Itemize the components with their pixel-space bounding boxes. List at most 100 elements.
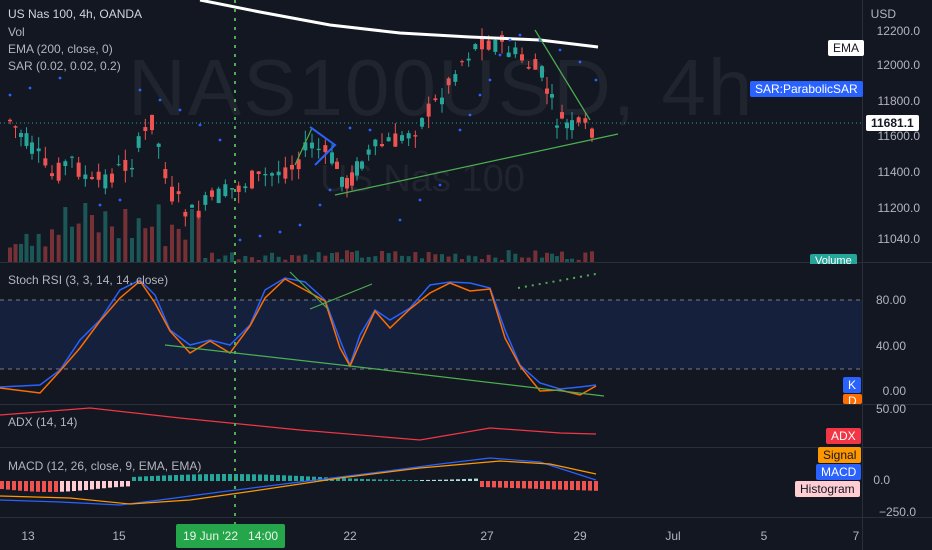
candle-body bbox=[570, 120, 574, 131]
last-price-tag[interactable]: 11681.1 bbox=[866, 115, 919, 131]
candle-body bbox=[103, 174, 108, 189]
macd-histogram-bar bbox=[126, 481, 130, 487]
macd-histogram-bar bbox=[312, 476, 316, 481]
candle-body bbox=[466, 58, 471, 61]
macd-histogram-bar bbox=[522, 481, 526, 489]
symbol-legend[interactable]: US Nas 100, 4h, OANDA bbox=[8, 7, 143, 21]
volume-bar bbox=[440, 254, 444, 262]
stoch-k-tag[interactable]: K bbox=[843, 377, 862, 393]
macd-histogram-bar bbox=[360, 478, 364, 481]
volume-bar bbox=[466, 255, 471, 262]
sar-dot bbox=[468, 113, 472, 117]
signal-tag[interactable]: Signal bbox=[818, 447, 862, 463]
macd-tag[interactable]: MACD bbox=[816, 464, 862, 480]
candle-body bbox=[480, 37, 484, 50]
candle-body bbox=[256, 171, 261, 175]
candle-body bbox=[216, 188, 221, 204]
candle-body bbox=[316, 148, 321, 151]
macd-histogram-bar bbox=[192, 474, 196, 481]
volume-bar bbox=[130, 237, 134, 262]
date-tick: 15 bbox=[112, 529, 126, 543]
volume-bar bbox=[533, 250, 538, 262]
ema-legend[interactable]: EMA (200, close, 0) bbox=[8, 42, 113, 56]
macd-histogram-bar bbox=[138, 476, 142, 481]
candle-body bbox=[323, 145, 328, 153]
vol-legend[interactable]: Vol bbox=[8, 25, 25, 39]
macd-histogram-bar bbox=[456, 479, 460, 481]
macd-histogram-bar bbox=[582, 481, 586, 491]
volume-bar bbox=[236, 259, 241, 262]
macd-histogram-bar bbox=[120, 481, 124, 487]
stoch-rsi-legend[interactable]: Stoch RSI (3, 3, 14, 14, close) bbox=[8, 273, 169, 287]
adx-line bbox=[0, 407, 597, 441]
macd-histogram-bar bbox=[300, 476, 304, 481]
macd-histogram-bar bbox=[594, 481, 598, 491]
sar-dot bbox=[218, 138, 222, 142]
candle-body bbox=[590, 128, 594, 138]
candle-body bbox=[190, 204, 194, 208]
ema-tag[interactable]: EMA bbox=[828, 40, 865, 56]
macd-histogram-bar bbox=[84, 481, 88, 491]
adx-tag[interactable]: ADX bbox=[826, 428, 861, 444]
volume-bar bbox=[453, 253, 458, 262]
macd-histogram-bar bbox=[414, 479, 418, 481]
sar-tag[interactable]: SAR:ParabolicSAR bbox=[750, 81, 863, 97]
date-tick: 13 bbox=[21, 529, 35, 543]
volume-tag[interactable]: Volume bbox=[810, 254, 857, 264]
stoch-k-line bbox=[0, 277, 597, 390]
stoch-d-tag[interactable]: D bbox=[843, 394, 862, 404]
macd-tick: 0.0 bbox=[873, 473, 890, 487]
sar-dot bbox=[28, 86, 32, 90]
macd-histogram-bar bbox=[306, 476, 310, 481]
volume-bar bbox=[400, 255, 404, 262]
price-tick: 12000.0 bbox=[876, 58, 920, 72]
sar-dot bbox=[328, 188, 332, 192]
sar-dot bbox=[594, 78, 598, 82]
sar-legend[interactable]: SAR (0.02, 0.02, 0.2) bbox=[8, 59, 121, 73]
macd-histogram-bar bbox=[228, 474, 232, 481]
candle-body bbox=[335, 161, 339, 169]
volume-bar bbox=[190, 209, 194, 262]
sar-dot bbox=[58, 76, 62, 80]
volume-bar bbox=[96, 232, 101, 262]
date-tick: 27 bbox=[480, 529, 494, 543]
candle-body bbox=[203, 195, 208, 205]
macd-histogram-bar bbox=[252, 474, 256, 481]
volume-bar bbox=[116, 238, 121, 262]
candle-body bbox=[163, 169, 168, 179]
macd-histogram-bar bbox=[240, 474, 244, 481]
sar-dot bbox=[158, 98, 162, 102]
stoch-d-line bbox=[0, 278, 597, 396]
crosshair-date-chip: 19 Jun '22 14:00 bbox=[176, 524, 286, 548]
candle-body bbox=[413, 135, 418, 137]
macd-histogram-bar bbox=[570, 481, 574, 490]
macd-histogram-bar bbox=[198, 474, 202, 481]
macd-histogram-bar bbox=[576, 481, 580, 491]
macd-histogram-bar bbox=[504, 481, 508, 488]
candle-body bbox=[13, 126, 18, 128]
macd-legend[interactable]: MACD (12, 26, close, 9, EMA, EMA) bbox=[8, 459, 202, 473]
macd-histogram-bar bbox=[180, 474, 184, 481]
candle-body bbox=[366, 149, 371, 155]
candle-body bbox=[24, 133, 29, 146]
macd-histogram-bar bbox=[210, 474, 214, 481]
volume-bar bbox=[19, 243, 23, 262]
macd-histogram-bar bbox=[510, 481, 514, 488]
macd-histogram-bar bbox=[342, 478, 346, 481]
sar-dot bbox=[238, 238, 242, 242]
candle-body bbox=[400, 135, 404, 141]
candle-body bbox=[486, 40, 491, 50]
date-tick: 29 bbox=[573, 529, 587, 543]
macd-line bbox=[0, 457, 597, 506]
histogram-tag[interactable]: Histogram bbox=[795, 481, 860, 497]
candle-body bbox=[83, 174, 88, 179]
adx-legend[interactable]: ADX (14, 14) bbox=[8, 415, 78, 429]
volume-bar bbox=[110, 226, 114, 262]
macd-histogram-bar bbox=[42, 481, 46, 492]
candle-body bbox=[156, 143, 161, 147]
macd-histogram-bar bbox=[276, 475, 280, 481]
pane-separator bbox=[0, 404, 932, 405]
sar-dot bbox=[558, 48, 562, 52]
candle-body bbox=[555, 125, 559, 128]
